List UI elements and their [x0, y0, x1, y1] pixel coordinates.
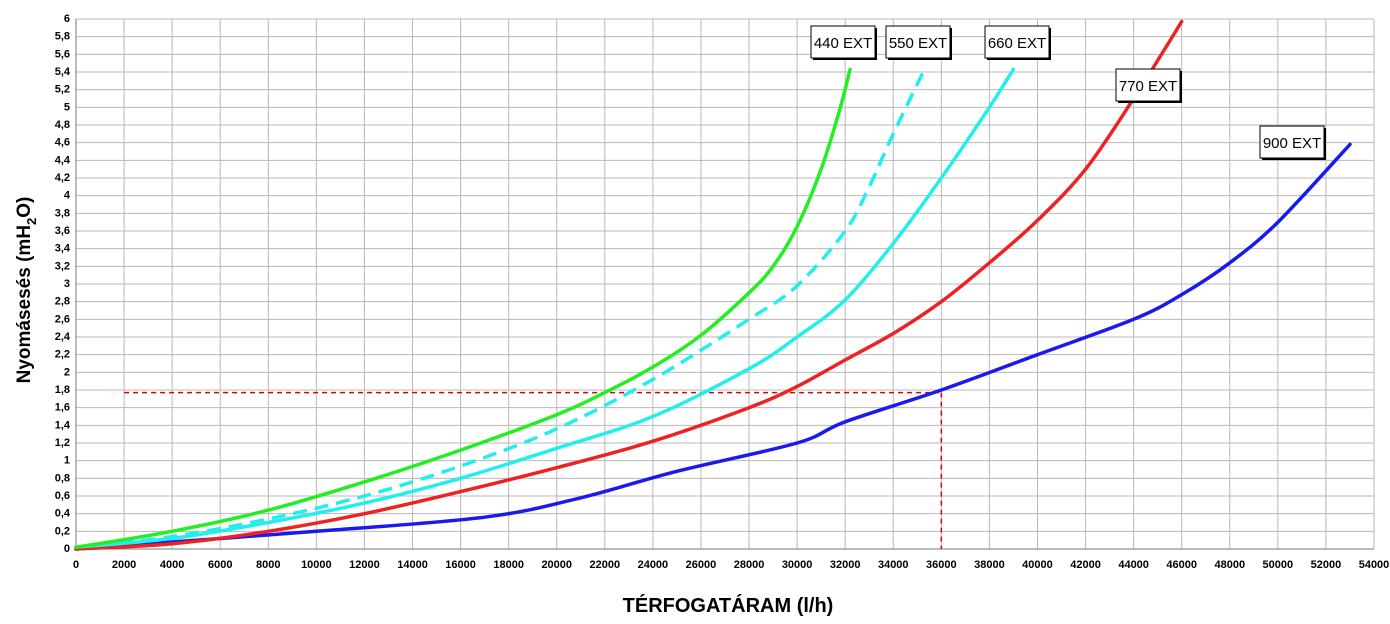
- series-line-440-ext: [74, 67, 852, 549]
- series-label-440-ext: 440 EXT: [810, 25, 877, 60]
- y-axis-title-main: Nyomásesés (mH: [14, 225, 35, 383]
- x-tick-label: 34000: [878, 559, 909, 571]
- x-tick-label: 22000: [590, 559, 621, 571]
- x-tick-label: 14000: [397, 559, 428, 571]
- x-tick-label: 36000: [926, 559, 957, 571]
- x-tick-label: 52000: [1311, 559, 1342, 571]
- y-tick-label: 3,4: [55, 243, 71, 255]
- series-label-box: [984, 25, 1050, 59]
- series-label-770-ext: 770 EXT: [1115, 68, 1182, 103]
- x-tick-label: 2000: [112, 559, 136, 571]
- y-tick-label: 4,4: [55, 154, 71, 166]
- y-tick-label: 5,4: [55, 66, 71, 78]
- y-tick-label: 5,6: [55, 48, 70, 60]
- x-tick-label: 48000: [1214, 559, 1245, 571]
- y-tick-label: 5: [64, 101, 70, 113]
- series-label-text: 550 EXT: [889, 35, 947, 52]
- series-line-550-ext: [75, 68, 927, 549]
- x-tick-label: 30000: [782, 559, 813, 571]
- y-tick-label: 4,8: [55, 119, 70, 131]
- x-tick-label: 4000: [160, 559, 184, 571]
- x-tick-label: 42000: [1070, 559, 1101, 571]
- series-line-770-ext: [74, 19, 1184, 551]
- reference-lines: [124, 391, 943, 549]
- series-label-550-ext: 550 EXT: [885, 25, 952, 60]
- y-axis-title-end: O): [14, 197, 35, 218]
- x-tick-label: 8000: [256, 559, 280, 571]
- series-label-box: [885, 25, 951, 59]
- x-tick-label: 44000: [1118, 559, 1149, 571]
- x-tick-label: 18000: [493, 559, 524, 571]
- y-tick-label: 3,6: [55, 225, 70, 237]
- series-label-box: [810, 25, 876, 59]
- x-tick-label: 38000: [974, 559, 1005, 571]
- y-axis-title-subscript: 2: [24, 218, 39, 225]
- y-tick-label: 2,4: [55, 331, 71, 343]
- x-tick-label: 26000: [686, 559, 717, 571]
- y-tick-label: 6: [64, 13, 70, 25]
- y-axis-title: Nyomásesés (mH2O): [14, 197, 39, 384]
- y-tick-label: 3: [64, 278, 70, 290]
- x-tick-label: 12000: [349, 559, 380, 571]
- y-tick-label: 4: [64, 190, 71, 202]
- y-tick-label: 1,8: [55, 384, 70, 396]
- y-tick-label: 1: [64, 455, 70, 467]
- x-tick-label: 50000: [1263, 559, 1294, 571]
- y-tick-label: 0,4: [55, 508, 71, 520]
- series-label-660-ext: 660 EXT: [984, 25, 1051, 60]
- series-line-660-ext: [74, 67, 1016, 549]
- series-labels: 440 EXT 550 EXT 660 EXT 770 EXT 900 EXT: [810, 25, 1326, 160]
- x-tick-labels: 0 2000 4000 6000 8000 10000 12000 14000 16000 180…: [73, 559, 1389, 571]
- y-tick-label: 1,2: [55, 437, 70, 449]
- y-tick-label: 0,2: [55, 525, 70, 537]
- series-label-900-ext: 900 EXT: [1259, 125, 1326, 160]
- y-tick-label: 4,6: [55, 137, 70, 149]
- x-tick-label: 46000: [1166, 559, 1197, 571]
- x-tick-label: 10000: [301, 559, 332, 571]
- series-label-text: 770 EXT: [1119, 78, 1177, 95]
- x-tick-label: 24000: [638, 559, 669, 571]
- x-tick-label: 0: [73, 559, 79, 571]
- x-tick-label: 20000: [541, 559, 572, 571]
- series-lines: [74, 19, 1352, 551]
- series-line-900-ext: [74, 142, 1352, 551]
- x-tick-label: 28000: [734, 559, 765, 571]
- y-tick-label: 5,2: [55, 84, 70, 96]
- y-tick-label: 3,2: [55, 260, 70, 272]
- y-tick-label: 0: [64, 543, 70, 555]
- x-axis-title: TÉRFOGATÁRAM (l/h): [623, 594, 834, 617]
- y-tick-label: 0,6: [55, 490, 70, 502]
- x-tick-label: 6000: [208, 559, 232, 571]
- series-label-text: 660 EXT: [988, 35, 1046, 52]
- grid: [75, 18, 1375, 550]
- y-tick-label: 2,6: [55, 313, 70, 325]
- y-tick-label: 2,2: [55, 349, 70, 361]
- x-tick-label: 16000: [445, 559, 476, 571]
- x-tick-label: 32000: [830, 559, 861, 571]
- y-tick-label: 0,8: [55, 472, 70, 484]
- series-label-text: 440 EXT: [814, 35, 872, 52]
- y-tick-label: 4,2: [55, 172, 70, 184]
- x-tick-label: 40000: [1022, 559, 1053, 571]
- y-tick-label: 1,4: [55, 419, 71, 431]
- y-tick-labels: 0 0,2 0,4 0,6 0,8 1 1,2 1,4 1,6 1,8 2 2,2 2,4 2,6 2,8 3…: [55, 13, 71, 555]
- series-label-text: 900 EXT: [1263, 135, 1321, 152]
- y-tick-label: 2,8: [55, 296, 70, 308]
- y-tick-label: 3,8: [55, 207, 70, 219]
- y-tick-label: 1,6: [55, 402, 70, 414]
- series-label-box: [1259, 125, 1325, 159]
- y-tick-label: 5,8: [55, 31, 70, 43]
- series-label-box: [1115, 68, 1181, 102]
- y-tick-label: 2: [64, 366, 70, 378]
- x-tick-label: 54000: [1359, 559, 1390, 571]
